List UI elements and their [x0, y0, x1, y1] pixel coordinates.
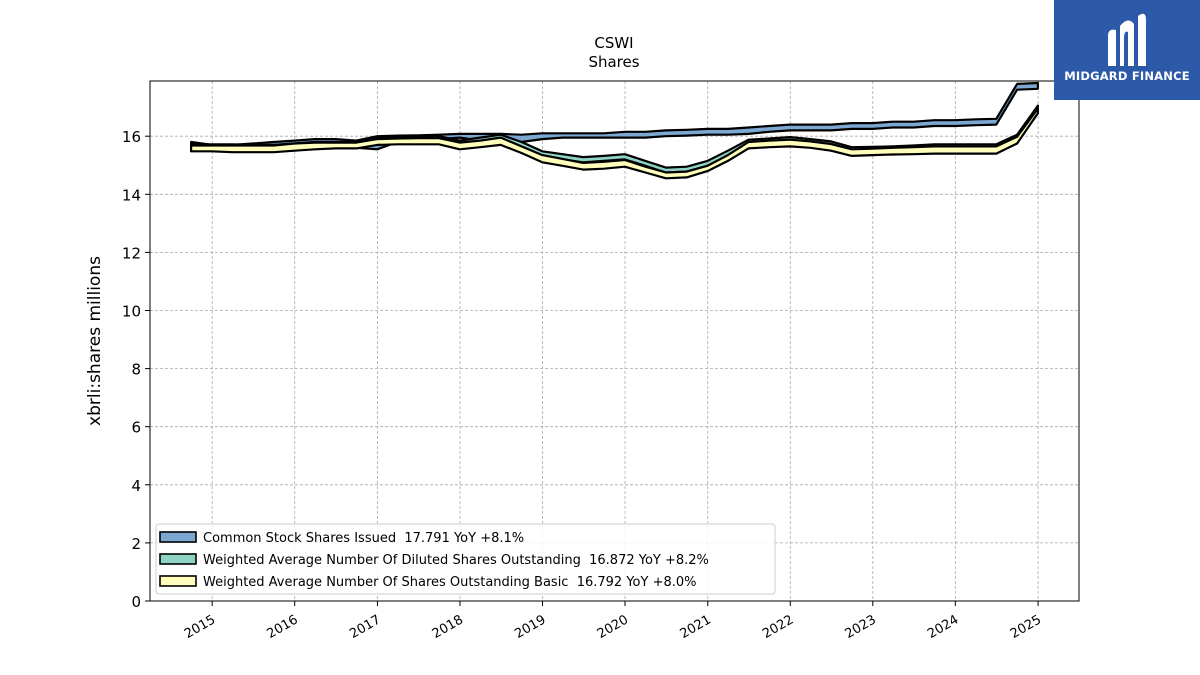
logo: MIDGARD FINANCE	[1054, 0, 1200, 100]
legend: Common Stock Shares Issued 17.791 YoY +8…	[155, 523, 776, 595]
series-area	[190, 81, 1040, 152]
x-tick-label: 2024	[925, 612, 961, 642]
y-tick-label: 4	[131, 477, 141, 495]
x-axis: 2015 2016 2017 2018 2019 2020 2021 2022 2023 2024…	[182, 601, 1044, 642]
series-area	[190, 107, 1040, 180]
series-areas	[190, 81, 1040, 180]
x-tick-label: 2019	[512, 612, 548, 642]
logo-mark-icon	[1108, 13, 1146, 67]
legend-swatch	[159, 575, 197, 587]
x-tick-label: 2022	[760, 612, 796, 642]
legend-swatch	[159, 553, 197, 565]
logo-text: MIDGARD FINANCE	[1064, 69, 1190, 83]
y-tick-label: 14	[122, 186, 141, 204]
legend-swatch	[159, 531, 197, 543]
y-tick-label: 8	[131, 361, 141, 379]
y-tick-label: 2	[131, 535, 141, 553]
x-tick-label: 2017	[347, 612, 383, 642]
x-tick-label: 2016	[265, 612, 301, 642]
y-axis-label: xbrli:shares millions	[85, 256, 105, 426]
x-tick-label: 2015	[182, 612, 218, 642]
plot-frame	[149, 80, 1080, 602]
x-tick-label: 2021	[678, 612, 714, 642]
y-tick-label: 0	[131, 593, 141, 611]
legend-label: Common Stock Shares Issued 17.791 YoY +8…	[203, 531, 524, 546]
y-tick-label: 12	[122, 244, 141, 262]
chart-subtitle: Shares	[588, 53, 639, 71]
x-tick-label: 2025	[1008, 612, 1044, 642]
legend-label: Weighted Average Number Of Diluted Share…	[203, 553, 709, 568]
x-tick-label: 2020	[595, 612, 631, 642]
y-tick-label: 10	[122, 302, 141, 320]
y-tick-label: 16	[122, 128, 141, 146]
legend-box	[155, 523, 776, 595]
y-tick-label: 6	[131, 419, 141, 437]
x-tick-label: 2023	[843, 612, 879, 642]
legend-label: Weighted Average Number Of Shares Outsta…	[203, 575, 697, 590]
x-tick-label: 2018	[430, 612, 466, 642]
y-axis: 0 2 4 6 8 10 12 14 16	[122, 128, 150, 611]
chart-title: CSWI	[594, 34, 633, 52]
